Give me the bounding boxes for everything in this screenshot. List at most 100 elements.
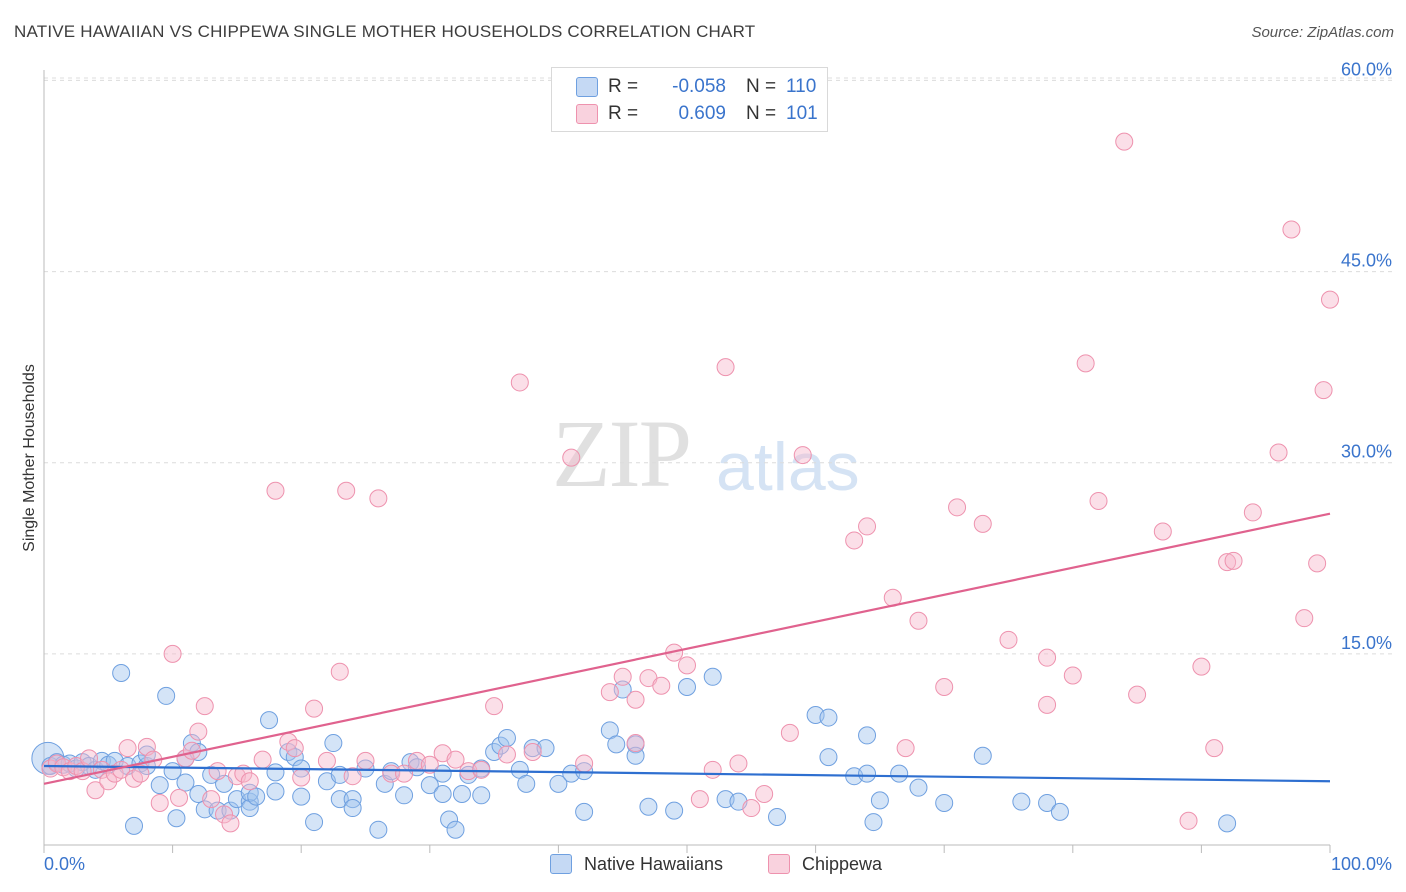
native-hawaiians-point <box>472 786 491 805</box>
native-hawaiians-point <box>330 765 349 784</box>
chippewa-point <box>999 630 1018 649</box>
native-hawaiians-point <box>575 802 594 821</box>
native-hawaiians-point <box>870 791 889 810</box>
chippewa-point <box>472 760 491 779</box>
native-hawaiians-point <box>549 774 568 793</box>
chippewa-point <box>1076 354 1095 373</box>
chippewa-point <box>446 750 465 769</box>
native-hawaiians-point <box>330 790 349 809</box>
chippewa-point <box>626 690 645 709</box>
chippewa-point <box>253 750 272 769</box>
native-hawaiians-point <box>1038 793 1057 812</box>
native-hawaiians-point <box>266 763 285 782</box>
native-hawaiians-point <box>182 734 201 753</box>
chippewa-point <box>780 723 799 742</box>
chart-title: NATIVE HAWAIIAN VS CHIPPEWA SINGLE MOTHE… <box>14 22 756 41</box>
chippewa-point <box>690 790 709 809</box>
chippewa-point <box>285 739 304 758</box>
chippewa-point <box>652 676 671 695</box>
chippewa-point <box>1089 491 1108 510</box>
native-hawaiians-point <box>575 762 594 781</box>
chippewa-point <box>420 755 439 774</box>
chippewa-point <box>1038 648 1057 667</box>
chippewa-point <box>1038 695 1057 714</box>
native-hawaiians-point <box>819 748 838 767</box>
chippewa-point <box>1115 132 1134 151</box>
chippewa-point <box>1282 220 1301 239</box>
legend-row-chippewa: R = 0.609 N = 101 <box>576 102 818 126</box>
native-hawaiians-point <box>639 797 658 816</box>
y-tick-label: 60.0% <box>1341 59 1392 79</box>
native-hawaiians-point <box>247 787 266 806</box>
chippewa-point <box>485 697 504 716</box>
native-hawaiians-point <box>491 736 510 755</box>
native-hawaiians-point <box>607 735 626 754</box>
native-hawaiians-point <box>678 677 696 696</box>
chippewa-point <box>948 498 967 517</box>
chippewa-point <box>793 446 812 465</box>
y-tick-label: 30.0% <box>1341 442 1392 462</box>
native-hawaiians-point <box>324 734 343 753</box>
chippewa-point <box>1269 443 1288 462</box>
chippewa-point <box>562 448 581 467</box>
chippewa-point <box>1218 553 1237 572</box>
native-hawaiians-point <box>167 809 186 828</box>
x-tick-label: 0.0% <box>44 854 85 874</box>
legend-swatch-pink <box>768 854 790 874</box>
legend-swatch-blue <box>576 77 598 97</box>
chippewa-point <box>369 489 388 508</box>
native-hawaiians-point <box>305 813 324 832</box>
legend-swatch-pink <box>576 104 598 124</box>
chippewa-point <box>1314 381 1333 400</box>
chippewa-point <box>189 722 208 741</box>
chippewa-point <box>395 764 414 783</box>
chippewa-point <box>131 764 150 783</box>
native-hawaiians-point <box>523 739 542 758</box>
native-hawaiians-point <box>864 813 883 832</box>
chippewa-point <box>330 662 349 681</box>
chippewa-point <box>742 799 761 818</box>
chippewa-point <box>678 656 696 675</box>
native-hawaiians-point <box>768 807 787 826</box>
tick-labels: 15.0% 30.0% 45.0% 60.0% 0.0% 100.0% <box>44 59 1392 874</box>
native-hawaiians-point <box>112 663 131 682</box>
chippewa-point <box>935 677 954 696</box>
native-hawaiians-point <box>150 776 169 795</box>
native-hawaiians-point <box>292 787 311 806</box>
trend-lines <box>43 512 1331 785</box>
native-hawaiians-point <box>433 785 452 804</box>
native-hawaiians-point <box>420 776 439 795</box>
chippewa-point <box>266 481 285 500</box>
chippewa-trend-line <box>43 512 1331 785</box>
chippewa-point <box>716 358 735 377</box>
legend-n-value: 101 <box>786 103 818 124</box>
bottom-legend-native-hawaiians: Native Hawaiians <box>550 852 723 876</box>
chippewa-point <box>240 772 259 791</box>
legend-n-label: N = <box>746 76 777 97</box>
chippewa-point <box>703 760 722 779</box>
chippewa-point <box>1128 685 1147 704</box>
chippewa-point <box>1153 522 1172 541</box>
native-hawaiians-point <box>195 800 214 819</box>
native-hawaiians-point <box>125 816 144 835</box>
native-hawaiians-trend-line <box>43 764 1331 783</box>
bottom-legend-label: Chippewa <box>802 853 883 874</box>
watermark-zip: ZIP <box>552 400 692 507</box>
chippewa-point <box>1308 554 1327 573</box>
chippewa-point <box>973 514 992 533</box>
native-hawaiians-point <box>369 820 388 839</box>
chippewa-point <box>305 699 324 718</box>
native-hawaiians-point <box>935 793 954 812</box>
native-hawaiians-point <box>858 726 877 745</box>
native-hawaiians-point <box>517 774 536 793</box>
native-hawaiians-point <box>452 785 471 804</box>
chippewa-point <box>221 814 240 833</box>
chippewa-point <box>755 785 774 804</box>
legend-r-value: -0.058 <box>672 76 726 97</box>
native-hawaiians-point <box>626 746 645 765</box>
native-hawaiians-point <box>858 764 877 783</box>
legend-row-native-hawaiians: R = -0.058 N = 110 <box>576 75 816 99</box>
chippewa-point <box>1205 739 1224 758</box>
chippewa-point <box>510 373 529 392</box>
native-hawaiians-point <box>909 778 928 797</box>
